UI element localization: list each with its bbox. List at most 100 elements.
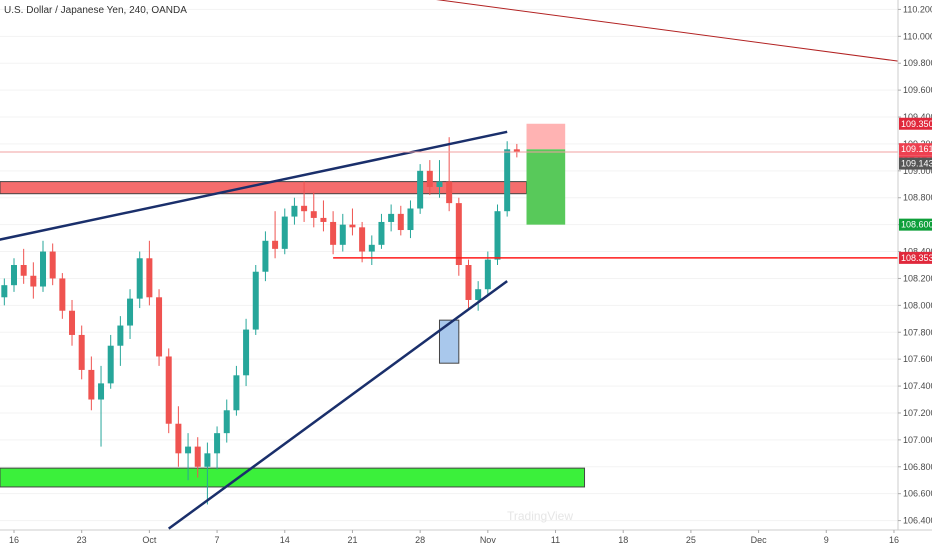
- candle-body: [98, 383, 105, 400]
- candle-body: [368, 244, 375, 252]
- candle-body: [117, 325, 124, 346]
- entry-box: [438, 319, 460, 364]
- candle-body: [165, 356, 172, 424]
- candle-body: [156, 297, 163, 357]
- time-tick-label: Dec: [751, 535, 768, 545]
- candle-body: [291, 205, 298, 217]
- candle-body: [127, 298, 134, 326]
- price-badge-label: 109.143: [901, 159, 932, 169]
- candle-body: [107, 345, 114, 384]
- price-tick-label: 110.000: [903, 31, 932, 41]
- symbol-title: U.S. Dollar / Japanese Yen, 240, OANDA: [4, 5, 187, 16]
- time-tick-label: 14: [280, 535, 290, 545]
- candle-body: [349, 224, 356, 228]
- candle-body: [359, 227, 366, 252]
- candle-body: [146, 258, 153, 298]
- candle-body: [185, 446, 192, 454]
- price-badge-target: [899, 218, 932, 231]
- price-badge-label: 108.600: [901, 220, 932, 230]
- candle-body: [388, 213, 395, 222]
- candle-body: [88, 369, 95, 400]
- price-tick-label: 107.400: [903, 381, 932, 391]
- time-tick-label: 18: [618, 535, 628, 545]
- price-tick-label: 107.600: [903, 354, 932, 364]
- time-tick-label: Oct: [142, 535, 157, 545]
- price-tick-label: 109.000: [903, 166, 932, 176]
- time-tick-label: 21: [347, 535, 357, 545]
- lower-trendline: [167, 280, 508, 530]
- time-tick-label: Nov: [480, 535, 497, 545]
- candle-body: [281, 216, 288, 249]
- watermark-text: TradingView: [507, 509, 573, 523]
- price-tick-label: 106.600: [903, 489, 932, 499]
- time-tick-label: 16: [889, 535, 899, 545]
- candle-body: [301, 205, 308, 212]
- candle-body: [272, 240, 279, 249]
- price-badge-stop: [899, 117, 932, 130]
- zones[interactable]: [0, 123, 586, 488]
- price-tick-label: 109.400: [903, 112, 932, 122]
- candle-body: [49, 251, 56, 279]
- candle-body: [320, 217, 327, 222]
- candle-body: [20, 265, 27, 276]
- candle-body: [214, 433, 221, 454]
- candle-body: [378, 221, 385, 245]
- price-badge-label: 108.353: [901, 253, 932, 263]
- price-tick-label: 107.800: [903, 327, 932, 337]
- time-axis-ticks: 16 23 Oct 7 14 21 28 Nov 11 18 25 Dec 9 16: [9, 530, 899, 545]
- candle-body: [11, 265, 17, 286]
- candle-body: [252, 271, 259, 330]
- candle-body: [233, 375, 240, 411]
- price-tick-label: 108.000: [903, 300, 932, 310]
- time-tick-label: 28: [415, 535, 425, 545]
- price-axis-ticks: 110.200110.000109.800109.600109.400109.2…: [898, 4, 932, 526]
- price-badge-label: 109.350: [901, 119, 932, 129]
- price-badge-dark: [899, 157, 932, 170]
- price-axis-panel[interactable]: [898, 0, 932, 530]
- candle-body: [262, 240, 269, 272]
- candle-body: [504, 149, 511, 212]
- price-tick-label: 107.000: [903, 435, 932, 445]
- upper-trendline: [0, 130, 508, 241]
- candle-body: [136, 258, 143, 299]
- price-badge-label: 109.161: [901, 144, 932, 154]
- time-axis-panel[interactable]: [0, 530, 932, 550]
- price-tick-label: 107.200: [903, 408, 932, 418]
- candle-body: [494, 211, 501, 260]
- candle-body: [1, 285, 8, 298]
- candle-body: [204, 453, 211, 467]
- time-tick-label: 23: [77, 535, 87, 545]
- price-tick-label: 108.400: [903, 247, 932, 257]
- candle-body: [417, 170, 424, 209]
- candle-body: [59, 278, 66, 311]
- candle-body: [397, 213, 404, 231]
- price-badge-last: [899, 143, 932, 156]
- candle-body: [194, 446, 201, 467]
- grid: [0, 8, 898, 522]
- time-tick-label: 16: [9, 535, 19, 545]
- price-tick-label: 109.800: [903, 58, 932, 68]
- price-tick-label: 109.600: [903, 85, 932, 95]
- candle-body: [223, 410, 230, 434]
- candle-body: [484, 259, 491, 290]
- candles: [1, 137, 520, 505]
- stop-loss-zone: [526, 123, 566, 150]
- candle-body: [475, 289, 482, 300]
- candle-body: [455, 203, 462, 265]
- candle-body: [30, 275, 37, 287]
- support-zone: [0, 467, 586, 488]
- time-tick-label: 25: [686, 535, 696, 545]
- price-tick-label: 106.400: [903, 516, 932, 526]
- candle-body: [69, 310, 76, 335]
- candle-body: [310, 211, 317, 218]
- price-tick-label: 108.200: [903, 273, 932, 283]
- price-labels: 109.350109.16102:52:50109.143108.600108.…: [899, 117, 932, 264]
- candle-body: [78, 334, 85, 370]
- take-profit-zone: [526, 149, 566, 225]
- price-tick-label: 106.800: [903, 462, 932, 472]
- candle-body: [243, 329, 250, 376]
- candle-body: [426, 170, 433, 187]
- drawings[interactable]: [0, 0, 904, 530]
